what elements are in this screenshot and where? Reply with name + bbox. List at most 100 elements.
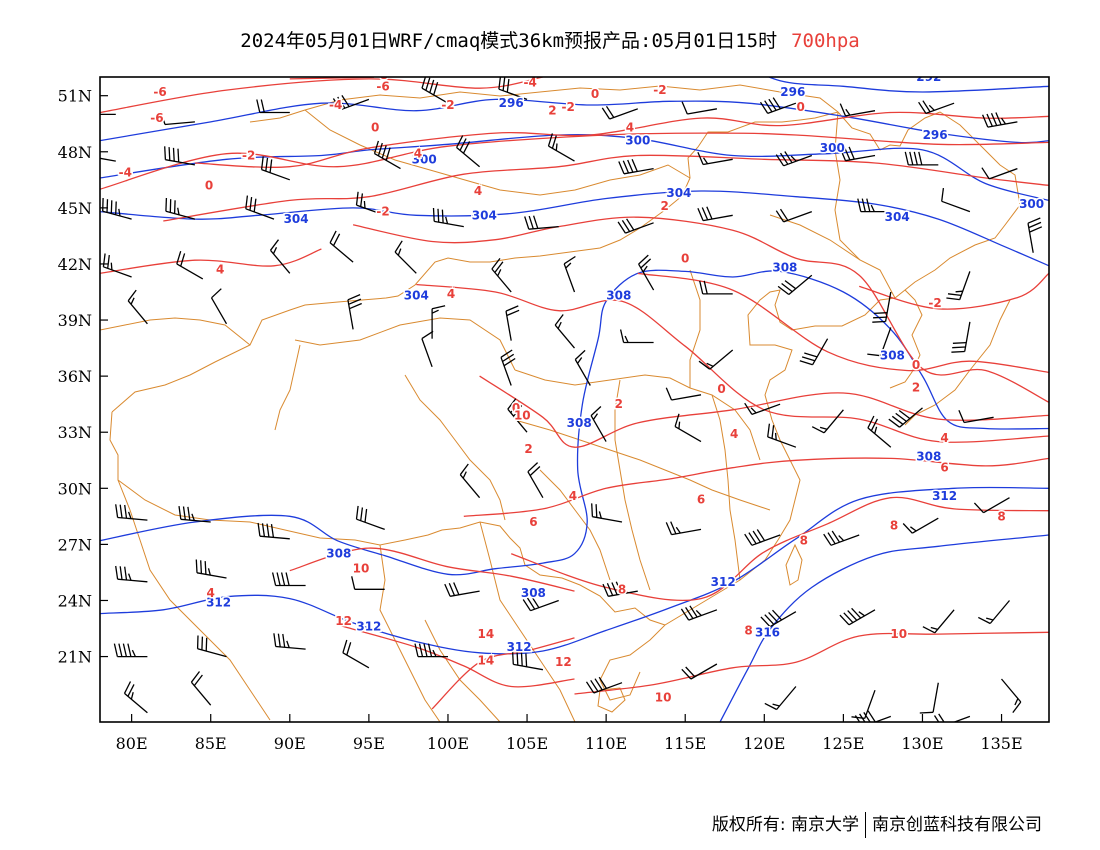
temperature-contour-label: 12 xyxy=(335,614,352,628)
y-tick-label: 51N xyxy=(58,87,92,106)
wind-barb xyxy=(617,218,654,234)
wind-barb xyxy=(355,191,385,216)
wind-barb xyxy=(196,635,227,658)
wind-barb xyxy=(329,230,354,263)
height-contour-label: 312 xyxy=(507,640,532,654)
wind-barb xyxy=(978,600,1010,625)
y-tick-label: 27N xyxy=(58,535,92,554)
central-provinces-3 xyxy=(539,469,611,581)
wind-barb xyxy=(799,338,829,366)
wind-barb xyxy=(618,158,654,175)
title-main: 2024年05月01日WRF/cmaq模式36km预报产品:05月01日15时 xyxy=(240,30,778,52)
wind-barb xyxy=(919,682,939,714)
wind-barb xyxy=(505,305,520,341)
wind-barb xyxy=(347,294,362,330)
wind-barb xyxy=(563,255,576,293)
wind-barb xyxy=(744,529,781,546)
footer-copyright: 版权所有: 南京大学 xyxy=(711,815,859,835)
wind-barb xyxy=(680,605,718,621)
temperature-contour--6 xyxy=(100,77,544,114)
wind-barb xyxy=(176,251,204,280)
temperature-contour--2 xyxy=(100,132,1049,190)
y-tick-label: 24N xyxy=(58,591,92,610)
wind-barb xyxy=(585,676,623,694)
wind-barb xyxy=(113,643,148,658)
wind-barb xyxy=(775,208,813,223)
height-contour-label: 304 xyxy=(404,289,429,303)
temperature-contour-10 xyxy=(289,547,575,592)
wind-barb xyxy=(414,643,448,658)
wind-barb xyxy=(394,240,417,274)
northeast-provinces xyxy=(834,111,896,299)
wind-barb xyxy=(271,572,306,587)
temperature-contour-0 xyxy=(163,154,1049,222)
temperature-contour-label: -6 xyxy=(376,79,389,93)
wind-barb xyxy=(507,398,528,433)
height-contour-316 xyxy=(719,534,1049,722)
x-tick-label: 125E xyxy=(822,734,864,753)
india-border xyxy=(117,479,271,721)
footer-separator xyxy=(865,812,866,838)
height-contour-label: 300 xyxy=(820,141,845,155)
wind-barb xyxy=(500,349,516,386)
wind-barb xyxy=(697,151,733,166)
temperature-contour-label: -2 xyxy=(928,296,941,310)
central-provinces-2 xyxy=(514,419,771,511)
temperature-contour-label: 4 xyxy=(207,586,215,600)
temperature-contour--4 xyxy=(194,111,1049,168)
temperature-contour-label: 8 xyxy=(744,623,752,637)
wind-barb xyxy=(245,195,275,220)
wind-barb xyxy=(698,349,734,370)
height-contour-label: 308 xyxy=(916,450,941,464)
x-tick-label: 110E xyxy=(585,734,627,753)
temperature-contour-label: 4 xyxy=(216,263,224,277)
wind-barb xyxy=(431,305,446,339)
height-contour-label: 312 xyxy=(711,575,736,589)
height-contour-label: 300 xyxy=(412,152,437,166)
wind-barb xyxy=(902,517,939,534)
wind-barb xyxy=(839,103,876,117)
temperature-contour-label: 8 xyxy=(890,519,898,533)
wind-barb xyxy=(857,198,891,213)
wind-barb xyxy=(823,530,860,546)
temperature-contour-label: -8 xyxy=(375,68,388,82)
wind-barb xyxy=(123,681,148,714)
x-tick-label: 105E xyxy=(506,734,548,753)
height-contour-label: 316 xyxy=(755,625,780,639)
temperature-contour-2 xyxy=(352,216,1049,403)
wind-barb xyxy=(674,413,702,443)
xinjiang-gansu-border xyxy=(274,344,301,431)
temperature-contour-label: 6 xyxy=(697,493,705,507)
height-contour-296 xyxy=(100,98,1049,144)
y-tick-label: 39N xyxy=(58,311,92,330)
temperature-contour-label: 14 xyxy=(478,627,495,641)
temperature-contour-6 xyxy=(463,457,1049,517)
wind-barb xyxy=(981,167,1018,180)
wind-barb xyxy=(973,497,1010,514)
temperature-contour-label: 4 xyxy=(447,287,455,301)
wind-barb xyxy=(872,291,892,323)
temperature-contour-label: 10 xyxy=(514,408,531,422)
political-boundaries xyxy=(100,84,1021,722)
temperature-contour-label: 0 xyxy=(371,121,379,135)
wind-barb xyxy=(190,671,212,706)
temperature-contour-label: -2 xyxy=(376,205,389,219)
wind-barb xyxy=(527,462,544,499)
temperature-contour-label: 0 xyxy=(591,87,599,101)
temperature-contour-label: -2 xyxy=(441,98,454,112)
wind-barb xyxy=(904,151,939,166)
x-tick-label: 80E xyxy=(116,734,148,753)
temperature-contour-label: -6 xyxy=(153,85,166,99)
myanmar-border xyxy=(379,544,441,722)
contour-labels: 296 296 292 296 300 300 300 300 304 304 304 304 304 3… xyxy=(117,68,1046,706)
footer-company: 南京创蓝科技有限公司 xyxy=(872,815,1042,835)
temperature-contour-label: 12 xyxy=(555,655,572,669)
temperature-contour-label: 2 xyxy=(524,442,532,456)
wind-barb xyxy=(547,133,575,162)
tibet-qinghai-border xyxy=(294,317,516,371)
wind-barb xyxy=(273,633,306,650)
temperature-contour-label: -4 xyxy=(119,165,132,179)
wind-barb xyxy=(760,609,797,628)
hainan-outline xyxy=(597,687,626,713)
wind-barb xyxy=(127,289,148,325)
